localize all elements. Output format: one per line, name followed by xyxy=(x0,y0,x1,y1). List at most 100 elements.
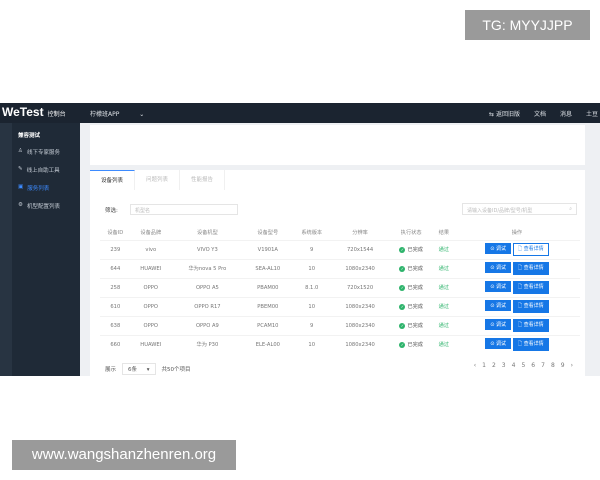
watermark-bottom: www.wangshanzhenren.org xyxy=(12,440,236,470)
button-label: 调试 xyxy=(496,303,507,309)
search-input[interactable]: 请输入设备ID/品牌/型号/机型 ⌕ xyxy=(462,203,577,215)
prev-page-button[interactable]: ‹ xyxy=(473,362,477,369)
table-row: 258 OPPO OPPO A5 PBAM00 8.1.0 720x1520 ✓ 已完成 通过 ⊙… xyxy=(100,277,580,297)
table-cell: 通过 xyxy=(433,239,454,259)
button-label: 调试 xyxy=(496,265,507,271)
app-selector[interactable]: 柠檬班APP ⌄ xyxy=(90,109,144,118)
view-details-button[interactable]: 🗋 查看详情 xyxy=(513,300,549,313)
table-cell: OPPO xyxy=(130,315,171,335)
check-circle-icon: ✓ xyxy=(399,322,406,329)
page-button[interactable]: 8 xyxy=(550,362,555,369)
debug-button[interactable]: ⊙ 调试 xyxy=(485,319,512,330)
table-cell: 720x1520 xyxy=(331,277,389,297)
back-old-version-link[interactable]: ⇆ 返回旧版 xyxy=(489,111,520,118)
messages-link[interactable]: 消息 xyxy=(559,111,572,118)
table-cell: PBEM00 xyxy=(243,296,292,316)
tab-performance-report[interactable]: 性能报告 xyxy=(180,170,225,190)
main-panel: 设备列表 问题列表 性能报告 筛选: 机型名 请输入设备ID/品牌/型号/机型 ⌕… xyxy=(90,170,585,376)
document-icon: 🗋 xyxy=(518,284,523,290)
actions-cell: ⊙ 调试 🗋 查看详情 xyxy=(453,315,580,335)
tab-device-list[interactable]: 设备列表 xyxy=(90,170,135,190)
check-circle-icon: ✓ xyxy=(399,341,406,348)
check-circle-icon: ✓ xyxy=(399,284,406,291)
page-button[interactable]: 7 xyxy=(541,362,545,369)
table-cell: 660 xyxy=(100,334,131,354)
page-button[interactable]: 9 xyxy=(560,362,565,369)
banner xyxy=(90,125,585,165)
table-cell: SEA-AL10 xyxy=(243,258,292,278)
status-text: 已完成 xyxy=(407,266,423,272)
page-button[interactable]: 6 xyxy=(531,362,536,369)
table-cell: 1080x2340 xyxy=(331,315,389,335)
table-row: 239 vivo VIVO Y3 V1901A 9 720x1544 ✓ 已完成 通过 ⊙ 调试 🗋… xyxy=(100,239,580,259)
view-details-button[interactable]: 🗋 查看详情 xyxy=(513,262,549,275)
table-row: 610 OPPO OPPO R17 PBEM00 10 1080x2340 ✓ 已完成 通过 ⊙ … xyxy=(100,296,580,316)
edit-icon: ✎ xyxy=(18,166,23,172)
debug-button[interactable]: ⊙ 调试 xyxy=(485,281,512,292)
list-icon: ▣ xyxy=(18,184,24,190)
status-text: 已完成 xyxy=(407,285,423,291)
sidebar-item-online-tools[interactable]: ✎ 线上自助工具 xyxy=(18,166,60,174)
view-details-button[interactable]: 🗋 查看详情 xyxy=(513,281,549,294)
table-row: 638 OPPO OPPO A9 PCAM10 9 1080x2340 ✓ 已完成 通过 ⊙ 调试… xyxy=(100,315,580,335)
sidebar-item-offline-expert[interactable]: ♙ 线下专家服务 xyxy=(18,148,60,156)
top-bar: WeTest 控制台 柠檬班APP ⌄ ⇆ 返回旧版 文档 消息 土豆 xyxy=(0,103,600,123)
table-cell: 通过 xyxy=(433,277,454,297)
table-row: 644 HUAWEI 华为nova 5 Pro SEA-AL10 10 1080x2340… xyxy=(100,258,580,278)
page-button[interactable]: 1 xyxy=(482,362,486,369)
filter-input[interactable]: 机型名 xyxy=(130,204,238,215)
table-cell: 通过 xyxy=(433,296,454,316)
table-cell: 1080x2340 xyxy=(331,258,389,278)
document-icon: 🗋 xyxy=(518,265,523,271)
debug-button[interactable]: ⊙ 调试 xyxy=(485,300,512,311)
page-button[interactable]: 5 xyxy=(521,362,526,369)
user-menu[interactable]: 土豆 xyxy=(585,111,598,118)
play-icon: ⊙ xyxy=(490,303,495,309)
filter-label: 筛选: xyxy=(105,208,118,214)
button-label: 查看详情 xyxy=(523,303,544,309)
page-button[interactable]: 2 xyxy=(491,362,496,369)
tab-issue-list[interactable]: 问题列表 xyxy=(135,170,180,190)
caret-down-icon: ▾ xyxy=(146,367,150,373)
play-icon: ⊙ xyxy=(490,265,495,271)
table-cell: 1080x2340 xyxy=(331,334,389,354)
view-details-button[interactable]: 🗋 查看详情 xyxy=(513,338,549,352)
view-details-button[interactable]: 🗋 查看详情 xyxy=(513,319,549,332)
logo[interactable]: WeTest 控制台 xyxy=(2,105,66,119)
column-header: 结果 xyxy=(438,230,450,237)
view-details-button[interactable]: 🗋 查看详情 xyxy=(513,243,549,256)
sidebar-heading: 兼容测试 xyxy=(18,133,41,139)
debug-button[interactable]: ⊙ 调试 xyxy=(485,243,512,254)
debug-button[interactable]: ⊙ 调试 xyxy=(485,338,512,350)
table-cell: 9 xyxy=(291,239,332,259)
table-cell: 644 xyxy=(100,258,131,278)
button-label: 查看详情 xyxy=(523,322,544,328)
logo-text: WeTest xyxy=(2,105,44,119)
link-label: 返回旧版 xyxy=(495,111,520,118)
page-button[interactable]: 3 xyxy=(501,362,506,369)
button-label: 调试 xyxy=(496,284,507,290)
docs-link[interactable]: 文档 xyxy=(533,111,546,118)
sidebar-item-service-list[interactable]: ▣ 服务列表 xyxy=(18,184,49,192)
table-cell: OPPO A9 xyxy=(170,315,244,335)
document-icon: 🗋 xyxy=(518,303,523,309)
debug-button[interactable]: ⊙ 调试 xyxy=(485,262,512,273)
actions-cell: ⊙ 调试 🗋 查看详情 xyxy=(453,239,580,259)
button-label: 调试 xyxy=(496,341,507,348)
table-cell: 8.1.0 xyxy=(291,277,332,297)
table-cell: ELE-AL00 xyxy=(243,334,292,354)
table-cell: 9 xyxy=(291,315,332,335)
page-size-select[interactable]: 6条 ▾ xyxy=(122,363,156,375)
table-cell: 通过 xyxy=(433,334,454,354)
column-header: 设备型号 xyxy=(257,230,279,237)
play-icon: ⊙ xyxy=(490,246,495,252)
search-icon[interactable]: ⌕ xyxy=(569,206,572,212)
sidebar-item-model-config[interactable]: ⚙ 机型配置列表 xyxy=(18,202,60,210)
play-icon: ⊙ xyxy=(490,284,495,290)
user-icon: ♙ xyxy=(18,148,23,154)
next-page-button[interactable]: › xyxy=(570,362,573,369)
table-row: 660 HUAWEI 华为 P30 ELE-AL00 10 1080x2340 ✓ 已完成 通过… xyxy=(100,334,580,354)
sidebar-item-label: 线上自助工具 xyxy=(26,168,60,174)
page-button[interactable]: 4 xyxy=(511,362,516,369)
table-cell: 258 xyxy=(100,277,131,297)
